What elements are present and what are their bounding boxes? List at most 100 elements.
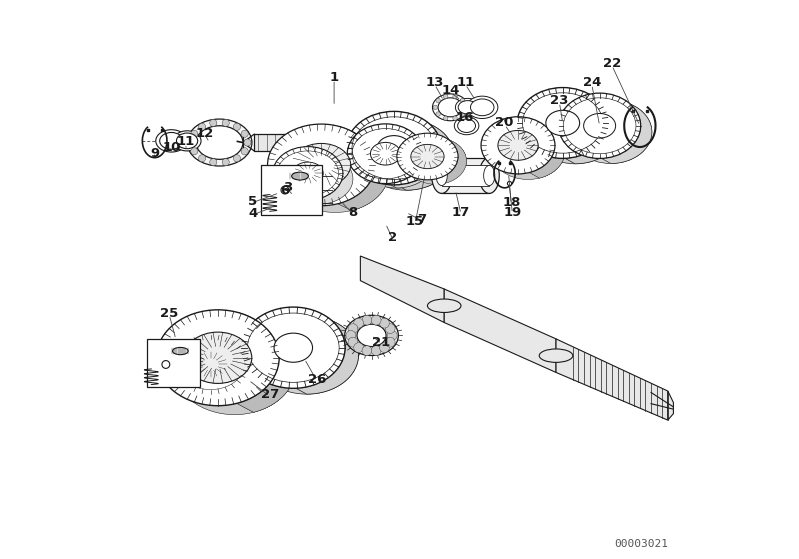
Ellipse shape <box>458 101 477 114</box>
Polygon shape <box>338 126 389 210</box>
Ellipse shape <box>539 349 573 362</box>
Circle shape <box>460 112 465 116</box>
Ellipse shape <box>559 93 641 158</box>
Circle shape <box>372 345 381 356</box>
Circle shape <box>348 337 358 347</box>
Circle shape <box>443 94 448 99</box>
Circle shape <box>380 318 389 328</box>
Polygon shape <box>338 126 389 210</box>
Text: 11: 11 <box>456 76 475 89</box>
Text: 9: 9 <box>150 146 159 160</box>
Ellipse shape <box>436 165 447 186</box>
Text: 21: 21 <box>372 335 391 349</box>
Polygon shape <box>394 113 454 190</box>
Text: 1: 1 <box>329 70 339 84</box>
Ellipse shape <box>397 133 458 180</box>
Text: 8: 8 <box>348 206 358 219</box>
Ellipse shape <box>359 120 454 190</box>
Ellipse shape <box>377 136 411 160</box>
Ellipse shape <box>348 124 423 183</box>
Ellipse shape <box>241 307 345 389</box>
Text: 19: 19 <box>503 206 522 219</box>
Polygon shape <box>444 289 556 372</box>
Ellipse shape <box>455 98 480 116</box>
Polygon shape <box>437 134 467 183</box>
Circle shape <box>198 155 205 162</box>
Text: 7: 7 <box>417 212 427 226</box>
Polygon shape <box>293 309 359 394</box>
Ellipse shape <box>274 333 312 362</box>
Ellipse shape <box>187 119 252 166</box>
Circle shape <box>385 337 395 347</box>
Circle shape <box>209 120 217 126</box>
Circle shape <box>241 148 248 155</box>
Ellipse shape <box>173 319 296 415</box>
Ellipse shape <box>177 133 197 149</box>
Polygon shape <box>562 89 621 164</box>
Circle shape <box>362 345 372 356</box>
Circle shape <box>354 343 364 353</box>
Text: 16: 16 <box>455 111 474 124</box>
Polygon shape <box>237 312 296 413</box>
Text: 23: 23 <box>551 94 569 107</box>
Polygon shape <box>599 94 652 163</box>
Polygon shape <box>556 339 668 420</box>
Circle shape <box>233 155 240 162</box>
Ellipse shape <box>371 143 400 165</box>
Ellipse shape <box>438 98 463 117</box>
Ellipse shape <box>517 88 608 158</box>
Ellipse shape <box>359 131 435 188</box>
Ellipse shape <box>570 100 652 163</box>
Polygon shape <box>442 158 489 193</box>
Polygon shape <box>530 118 565 178</box>
Ellipse shape <box>292 172 308 180</box>
Ellipse shape <box>272 146 343 200</box>
Text: 14: 14 <box>442 84 460 97</box>
Circle shape <box>372 315 381 325</box>
Circle shape <box>460 98 465 103</box>
Bar <box>260 165 322 215</box>
Text: 5: 5 <box>248 195 257 208</box>
Text: 22: 22 <box>602 57 621 70</box>
Text: 10: 10 <box>162 141 181 154</box>
Text: 26: 26 <box>308 372 326 386</box>
Polygon shape <box>386 125 435 188</box>
Polygon shape <box>254 134 388 151</box>
Ellipse shape <box>173 335 248 394</box>
Circle shape <box>281 186 288 194</box>
Ellipse shape <box>419 149 452 173</box>
Ellipse shape <box>201 342 268 391</box>
Ellipse shape <box>344 315 399 356</box>
Text: 4: 4 <box>248 207 257 220</box>
Ellipse shape <box>455 117 479 135</box>
Ellipse shape <box>458 119 475 132</box>
Ellipse shape <box>255 316 359 394</box>
Ellipse shape <box>530 96 621 164</box>
Circle shape <box>443 116 448 120</box>
Circle shape <box>388 330 397 340</box>
Ellipse shape <box>498 130 538 160</box>
Ellipse shape <box>307 151 364 192</box>
Circle shape <box>433 105 438 110</box>
Circle shape <box>244 139 251 146</box>
Ellipse shape <box>405 138 467 184</box>
Ellipse shape <box>173 131 201 151</box>
Polygon shape <box>668 391 674 420</box>
Circle shape <box>380 343 389 353</box>
Polygon shape <box>308 148 353 205</box>
Ellipse shape <box>283 153 353 205</box>
Circle shape <box>241 130 248 138</box>
Circle shape <box>385 324 395 334</box>
Polygon shape <box>237 312 296 413</box>
Circle shape <box>233 123 240 130</box>
Circle shape <box>453 94 457 99</box>
Ellipse shape <box>357 324 386 347</box>
Ellipse shape <box>546 110 579 136</box>
Circle shape <box>209 159 217 165</box>
Ellipse shape <box>157 310 279 406</box>
Ellipse shape <box>583 113 615 138</box>
Circle shape <box>436 98 440 103</box>
Text: 17: 17 <box>452 206 470 219</box>
Text: 24: 24 <box>582 76 601 89</box>
Ellipse shape <box>467 96 498 119</box>
